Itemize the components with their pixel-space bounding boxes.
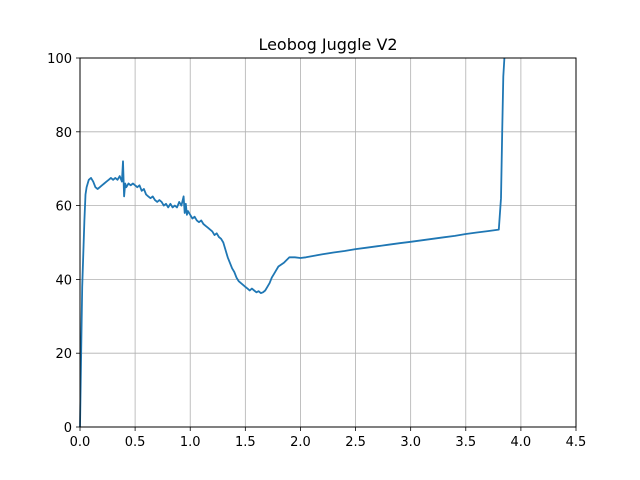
- y-tick-label: 20: [55, 347, 72, 362]
- x-tick-label: 1.5: [235, 435, 256, 450]
- x-tick-label: 0.5: [125, 435, 146, 450]
- x-tick-label: 2.0: [290, 435, 311, 450]
- x-tick-label: 4.5: [566, 435, 587, 450]
- x-tick-label: 0.0: [70, 435, 91, 450]
- x-axis: 0.0 0.5 1.0 1.5 2.0 2.5 3.0 3.5 4.0 4.5: [70, 427, 587, 450]
- y-tick-label: 0: [64, 421, 72, 436]
- x-tick-label: 3.5: [455, 435, 476, 450]
- plot-area: [79, 57, 506, 428]
- x-tick-label: 2.5: [345, 435, 366, 450]
- y-tick-label: 80: [55, 126, 72, 141]
- y-axis: 0 20 40 60 80 100: [47, 52, 80, 436]
- y-tick-label: 100: [47, 52, 72, 67]
- x-tick-label: 3.0: [400, 435, 421, 450]
- axes-frame: [79, 57, 577, 428]
- y-tick-label: 40: [55, 273, 72, 288]
- chart-title: Leobog Juggle V2: [258, 35, 397, 54]
- x-tick-label: 4.0: [511, 435, 532, 450]
- series-line: [79, 57, 506, 428]
- y-tick-label: 60: [55, 200, 72, 215]
- x-tick-label: 1.0: [180, 435, 201, 450]
